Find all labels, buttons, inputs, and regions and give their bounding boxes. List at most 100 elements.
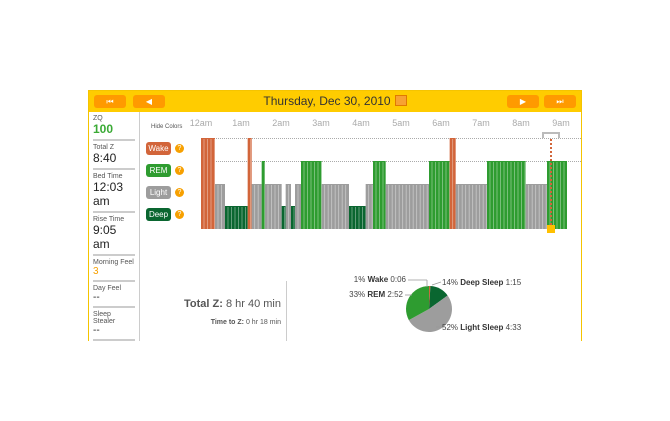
stat-value: 3: [93, 266, 99, 277]
stat-value: --: [93, 292, 100, 303]
date-title: Thursday, Dec 30, 2010: [263, 94, 391, 108]
segment-light: [385, 184, 429, 229]
stat-total-z: Total Z 8:40: [93, 141, 135, 170]
stat-label: Day Feel: [93, 285, 122, 292]
legend-light: Light: [146, 186, 171, 199]
stat-label: ZQ: [93, 115, 103, 122]
gridline: [201, 161, 581, 162]
segment-deep: [349, 206, 366, 229]
pie-label: 14% Deep Sleep 1:15: [442, 278, 521, 287]
hour-tick: 6am: [432, 118, 450, 128]
stat-rise-time: Rise Time 9:05 am: [93, 213, 135, 256]
stat-label: Sleep Stealer: [93, 311, 116, 325]
stat-value: 100: [93, 122, 114, 136]
pie-slice-deep-sleep: [429, 286, 448, 309]
hour-tick: 7am: [472, 118, 490, 128]
pie-pct: 33%: [349, 290, 366, 299]
pie-slice-light-sleep: [408, 295, 453, 333]
time-marker-handle[interactable]: [547, 225, 555, 233]
divider: [139, 281, 287, 341]
stat-morning-feel: Morning Feel 3: [93, 256, 135, 282]
segment-light: [215, 184, 225, 229]
stat-value: --: [93, 325, 100, 336]
pie-label: 33% REM 2:52: [349, 290, 403, 299]
time-to-z-value: 0 hr 18 min: [245, 319, 281, 326]
calendar-icon[interactable]: [394, 95, 407, 106]
segment-light: [321, 184, 349, 229]
segment-rem: [373, 161, 386, 229]
pie-name: Wake: [367, 275, 389, 284]
segment-wake: [201, 138, 215, 229]
segment-rem: [301, 161, 322, 229]
pie-pct: 52%: [442, 323, 459, 332]
legend-deep: Deep: [146, 208, 171, 221]
segment-light: [525, 184, 547, 229]
stat-label: Rise Time: [93, 216, 125, 223]
sleep-pie-chart: [405, 279, 453, 333]
time-marker-bracket: [542, 132, 560, 138]
stats-sidebar: ZQ 100 Total Z 8:40 Bed Time 12:03 am Rise Tim…: [89, 112, 140, 341]
stat-label: Total Z: [93, 144, 115, 151]
hour-tick: 8am: [512, 118, 530, 128]
hour-tick: 2am: [272, 118, 290, 128]
pie-time: 1:15: [505, 278, 522, 287]
next-night-button[interactable]: ▶: [507, 95, 539, 108]
stat-label: Bed Time: [93, 173, 123, 180]
hour-tick: 12am: [189, 118, 213, 128]
segment-rem: [261, 161, 265, 229]
pie-label: 1% Wake 0:06: [354, 275, 406, 284]
segment-deep: [225, 206, 248, 229]
pie-pct: 14%: [442, 278, 459, 287]
total-z-label: Total Z:: [184, 298, 223, 310]
help-icon[interactable]: ?: [175, 210, 184, 219]
hour-tick: 3am: [312, 118, 330, 128]
stat-bed-time: Bed Time 12:03 am: [93, 170, 135, 213]
stat-value: 9:05 am: [93, 223, 117, 251]
segment-light: [285, 184, 291, 229]
segment-light: [295, 184, 301, 229]
pie-time: 4:33: [505, 323, 522, 332]
sleep-night-panel: ⏮ ◀ Thursday, Dec 30, 2010 ▶ ⏭ ZQ 100 Tota…: [88, 90, 582, 341]
pie-leader-line: [431, 281, 442, 286]
last-night-button[interactable]: ⏭: [544, 95, 576, 108]
stat-zq: ZQ 100: [93, 112, 135, 141]
pie-name: REM: [367, 290, 386, 299]
legend-wake: Wake: [146, 142, 171, 155]
prev-night-button[interactable]: ◀: [133, 95, 165, 108]
pie-name: Deep Sleep: [460, 278, 504, 287]
hour-tick: 5am: [392, 118, 410, 128]
hour-tick: 1am: [232, 118, 250, 128]
pie-pct: 1%: [353, 275, 366, 284]
total-z-value: 8 hr 40 min: [225, 298, 281, 310]
stat-sleep-stealer: Sleep Stealer --: [93, 308, 135, 341]
segment-wake: [449, 138, 456, 229]
segment-light: [265, 184, 282, 229]
help-icon[interactable]: ?: [175, 166, 184, 175]
hour-tick: 4am: [352, 118, 370, 128]
gridline: [201, 138, 581, 139]
segment-rem: [429, 161, 450, 229]
segment-light: [365, 184, 373, 229]
hour-tick: 9am: [552, 118, 570, 128]
pie-time: 0:06: [390, 275, 406, 284]
help-icon[interactable]: ?: [175, 144, 184, 153]
segment-deep: [291, 206, 295, 229]
stat-day-feel: Day Feel --: [93, 282, 135, 308]
pie-time: 2:52: [387, 290, 403, 299]
pie-name: Light Sleep: [460, 323, 504, 332]
help-icon[interactable]: ?: [175, 188, 184, 197]
segment-light: [251, 184, 262, 229]
first-night-button[interactable]: ⏮: [94, 95, 126, 108]
pie-slice-rem: [406, 286, 429, 321]
segment-wake: [247, 138, 252, 229]
segment-rem: [487, 161, 526, 229]
legend-rem: REM: [146, 164, 171, 177]
hypnogram-chart: [201, 132, 567, 233]
date-header: ⏮ ◀ Thursday, Dec 30, 2010 ▶ ⏭: [89, 91, 581, 112]
pie-slice-wake: [429, 286, 431, 309]
pie-label: 52% Light Sleep 4:33: [442, 323, 521, 332]
hide-colors-link[interactable]: Hide Colors: [151, 124, 183, 130]
segment-light: [455, 184, 487, 229]
stat-value: 8:40: [93, 151, 117, 165]
stat-label: Morning Feel: [93, 259, 134, 266]
